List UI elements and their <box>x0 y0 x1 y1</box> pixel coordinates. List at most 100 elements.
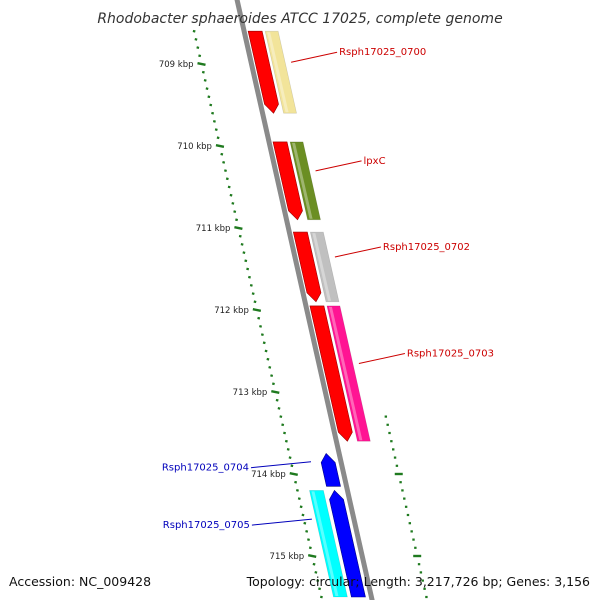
minor-tick <box>271 382 275 386</box>
minor-tick <box>207 95 211 99</box>
minor-tick <box>216 136 220 140</box>
minor-tick <box>301 513 305 517</box>
minor-tick <box>235 218 239 222</box>
minor-tick <box>303 521 307 525</box>
gene-bar-lpxc <box>289 141 321 221</box>
major-tick <box>307 554 317 558</box>
cds-arrow-rsph17025-0705 <box>329 489 366 598</box>
minor-tick <box>316 579 320 582</box>
leader-line-rsph17025-0702 <box>334 246 382 258</box>
minor-tick <box>220 152 224 156</box>
leader-line-rsph17025-0705 <box>251 518 312 526</box>
minor-tick <box>246 267 250 271</box>
minor-tick <box>242 251 246 254</box>
minor-tick <box>277 407 281 410</box>
minor-tick <box>251 292 255 295</box>
minor-tick <box>307 538 310 541</box>
minor-tick <box>319 595 323 599</box>
minor-tick <box>211 111 215 115</box>
minor-tick <box>262 341 266 345</box>
gene-bar-rsph17025-0705 <box>309 490 348 598</box>
minor-tick <box>314 571 318 574</box>
minor-tick <box>194 38 198 41</box>
minor-tick <box>192 29 196 33</box>
minor-tick <box>290 464 294 468</box>
tick-label: 713 kbp <box>233 388 268 398</box>
features <box>247 30 371 598</box>
minor-tick <box>198 54 202 58</box>
tick-label: 714 kbp <box>251 470 286 480</box>
tick-label: 712 kbp <box>214 306 249 316</box>
major-tick <box>271 390 280 394</box>
topology-summary-text: Topology: circular; Length: 3,217,726 bp… <box>246 574 590 589</box>
minor-tick <box>308 546 312 550</box>
minor-tick <box>253 300 257 304</box>
cds-arrow-lpxc <box>272 141 303 221</box>
minor-tick <box>203 79 207 82</box>
gene-bar-rsph17025-0703-highlight <box>328 306 363 441</box>
cds-arrow-rsph17025-0700 <box>247 30 279 114</box>
minor-tick <box>294 480 298 484</box>
minor-tick <box>214 128 218 131</box>
minor-tick <box>257 316 261 320</box>
minor-tick <box>284 439 288 443</box>
leader-line-lpxc <box>315 160 362 172</box>
minor-tick <box>229 193 233 197</box>
minor-tick <box>240 243 244 246</box>
minor-tick <box>286 448 290 451</box>
gene-bar-rsph17025-0702-highlight <box>312 233 332 301</box>
major-tick <box>197 62 206 66</box>
gene-bar-rsph17025-0705-highlight <box>311 491 339 596</box>
minor-tick <box>281 423 285 427</box>
leader-line-rsph17025-0704 <box>250 461 312 469</box>
tick-label: 710 kbp <box>177 142 212 152</box>
cds-arrow-rsph17025-0704 <box>320 453 341 487</box>
backbone <box>234 0 375 600</box>
minor-tick <box>244 259 248 263</box>
label-rsph17025-0703: Rsph17025_0703 <box>407 349 494 360</box>
minor-tick <box>283 431 286 435</box>
minor-tick <box>288 456 292 459</box>
cds-arrow-rsph17025-0703 <box>309 305 353 442</box>
gene-bar-rsph17025-0700 <box>264 30 297 114</box>
minor-tick <box>318 587 322 591</box>
minor-tick <box>201 70 205 74</box>
gene-bar-rsph17025-0700-highlight <box>267 32 289 113</box>
backbone-line <box>234 0 375 600</box>
leader-line-rsph17025-0703 <box>358 353 406 365</box>
feature-labels: Rsph17025_0700 lpxC Rsph17025_0702 Rsph1702… <box>162 47 494 531</box>
gene-bar-lpxc-highlight <box>292 142 313 219</box>
label-rsph17025-0700: Rsph17025_0700 <box>339 47 426 58</box>
major-tick <box>252 308 262 312</box>
minor-tick <box>225 177 229 181</box>
minor-tick <box>299 505 303 509</box>
accession-text: Accession: NC_009428 <box>9 574 151 589</box>
cds-arrow-rsph17025-0702 <box>292 231 322 303</box>
minor-tick <box>209 103 213 107</box>
minor-tick <box>275 398 279 402</box>
major-tick <box>289 472 298 476</box>
minor-tick <box>238 234 242 238</box>
minor-tick <box>227 185 231 189</box>
minor-tick <box>297 497 301 500</box>
label-rsph17025-0704: Rsph17025_0704 <box>162 463 249 474</box>
minor-tick <box>224 169 227 172</box>
minor-tick <box>279 415 283 418</box>
minor-tick <box>312 562 316 566</box>
minor-tick <box>270 374 274 377</box>
minor-tick <box>295 489 299 492</box>
leader-line-rsph17025-0700 <box>290 51 338 63</box>
tick-marks: 709 kbp 710 kbp 711 kbp 712 kbp 713 kbp 714 k… <box>159 29 428 599</box>
label-lpxc: lpxC <box>364 156 386 167</box>
gene-bar-rsph17025-0702 <box>309 231 340 303</box>
minor-tick <box>268 366 272 369</box>
minor-tick <box>205 87 209 90</box>
minor-tick <box>264 349 268 353</box>
tick-label: 711 kbp <box>196 224 231 234</box>
minor-tick <box>231 202 235 205</box>
minor-tick <box>259 325 263 328</box>
major-tick <box>234 226 243 230</box>
minor-tick <box>248 275 251 279</box>
